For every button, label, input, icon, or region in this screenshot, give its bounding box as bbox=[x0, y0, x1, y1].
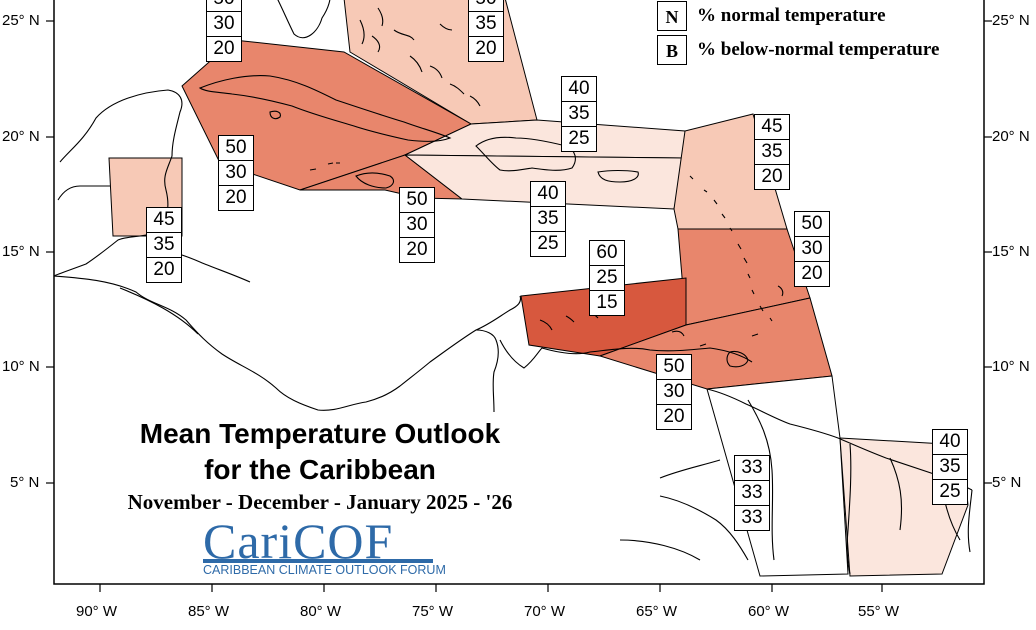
prob-stack-belize: 45 35 20 bbox=[146, 207, 182, 283]
prob-above: 50 bbox=[801, 213, 823, 234]
prob-normal: 33 bbox=[735, 480, 769, 505]
prob-normal: 35 bbox=[562, 101, 596, 126]
prob-above: 45 bbox=[761, 116, 783, 137]
lon-label: 55° W bbox=[858, 603, 900, 620]
prob-normal: 30 bbox=[207, 11, 241, 36]
legend-letter-n: N bbox=[657, 1, 687, 31]
lat-label-right: 20° N bbox=[992, 128, 1030, 145]
prob-stack-jamaica: 50 30 20 bbox=[399, 187, 435, 263]
prob-above: 50 bbox=[469, 0, 503, 11]
prob-below: 15 bbox=[590, 290, 624, 315]
lon-label: 65° W bbox=[636, 603, 678, 620]
prob-normal: 30 bbox=[657, 379, 691, 404]
lon-label: 80° W bbox=[300, 603, 342, 620]
prob-stack-bahamas: 50 35 20 bbox=[468, 0, 504, 62]
prob-below: 20 bbox=[400, 237, 434, 262]
prob-stack-windward: 50 30 20 bbox=[794, 211, 830, 287]
lat-label-left: 10° N bbox=[2, 358, 40, 375]
prob-normal: 30 bbox=[400, 212, 434, 237]
legend-letter-b: B bbox=[657, 35, 687, 65]
prob-below: 20 bbox=[207, 36, 241, 61]
lon-label: 75° W bbox=[412, 603, 454, 620]
prob-normal: 30 bbox=[795, 236, 829, 261]
prob-above: 33 bbox=[741, 457, 763, 478]
prob-stack-trinidad: 50 30 20 bbox=[656, 354, 692, 430]
prob-below: 33 bbox=[735, 505, 769, 530]
prob-below: 20 bbox=[755, 164, 789, 189]
prob-above: 40 bbox=[568, 78, 590, 99]
prob-below: 25 bbox=[562, 126, 596, 151]
prob-stack-hispaniola: 40 35 25 bbox=[561, 76, 597, 152]
prob-below: 25 bbox=[933, 479, 967, 504]
prob-below: 20 bbox=[795, 261, 829, 286]
prob-stack-abc: 60 25 15 bbox=[589, 240, 625, 316]
legend-row-below: B % below-normal temperature bbox=[657, 35, 939, 65]
prob-above: 50 bbox=[207, 0, 241, 11]
prob-above: 50 bbox=[406, 189, 428, 210]
lat-label-left: 20° N bbox=[2, 128, 40, 145]
prob-above: 40 bbox=[939, 431, 961, 452]
prob-below: 20 bbox=[469, 36, 503, 61]
prob-stack-guyana: 33 33 33 bbox=[734, 455, 770, 531]
prob-normal: 35 bbox=[933, 454, 967, 479]
lat-label-right: 25° N bbox=[992, 12, 1030, 29]
prob-stack-suriname: 40 35 25 bbox=[932, 429, 968, 505]
prob-below: 20 bbox=[657, 404, 691, 429]
prob-normal: 25 bbox=[590, 265, 624, 290]
map-period: November - December - January 2025 - '26 bbox=[127, 490, 513, 514]
prob-normal: 35 bbox=[147, 232, 181, 257]
prob-normal: 35 bbox=[531, 206, 565, 231]
lat-label-left: 5° N bbox=[10, 474, 40, 491]
prob-normal: 35 bbox=[469, 11, 503, 36]
lon-label: 60° W bbox=[748, 603, 790, 620]
legend-label-below: % below-normal temperature bbox=[697, 39, 940, 60]
lon-label: 85° W bbox=[188, 603, 230, 620]
prob-stack-southern-hispaniola: 40 35 25 bbox=[530, 181, 566, 257]
prob-below: 20 bbox=[219, 185, 253, 210]
lon-label: 90° W bbox=[76, 603, 118, 620]
legend-row-normal: N % normal temperature bbox=[657, 1, 886, 31]
prob-stack-cuba-top: 50 30 20 bbox=[206, 0, 242, 62]
prob-normal: 35 bbox=[755, 139, 789, 164]
legend-label-normal: % normal temperature bbox=[697, 5, 886, 26]
prob-normal: 30 bbox=[219, 160, 253, 185]
lat-label-left: 25° N bbox=[2, 12, 40, 29]
islands bbox=[198, 7, 784, 368]
prob-below: 25 bbox=[531, 231, 565, 256]
prob-above: 60 bbox=[596, 242, 618, 263]
region-guyana bbox=[706, 375, 849, 577]
lat-label-right: 5° N bbox=[992, 474, 1022, 491]
lat-label-left: 15° N bbox=[2, 243, 40, 260]
map-title-line2: for the Caribbean bbox=[204, 454, 436, 485]
prob-above: 40 bbox=[537, 183, 559, 204]
prob-above: 50 bbox=[663, 356, 685, 377]
lat-label-right: 10° N bbox=[992, 358, 1030, 375]
caricof-subtitle: CARIBBEAN CLIMATE OUTLOOK FORUM bbox=[203, 563, 446, 577]
lon-label: 70° W bbox=[524, 603, 566, 620]
prob-stack-leeward: 45 35 20 bbox=[754, 114, 790, 190]
prob-above: 45 bbox=[153, 209, 175, 230]
prob-below: 20 bbox=[147, 257, 181, 282]
map-title-line1: Mean Temperature Outlook bbox=[139, 418, 501, 449]
lat-label-right: 15° N bbox=[992, 243, 1030, 260]
logo-divider bbox=[203, 559, 433, 563]
prob-stack-cuba: 50 30 20 bbox=[218, 135, 254, 211]
prob-above: 50 bbox=[225, 137, 247, 158]
